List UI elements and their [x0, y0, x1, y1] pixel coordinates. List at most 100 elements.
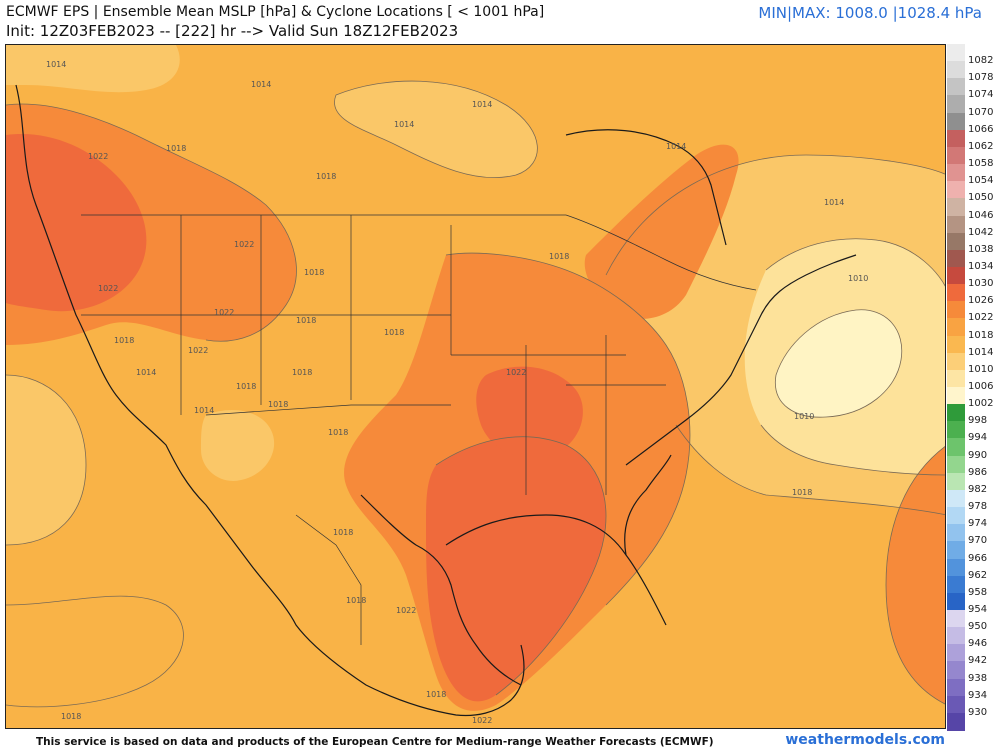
colorbar-label-1070: 1070: [968, 106, 994, 118]
colorbar-label-1078: 1078: [968, 72, 994, 84]
contour-label-1022: 1022: [472, 716, 492, 725]
colorbar-swatch-946: [947, 627, 965, 646]
colorbar-swatch-1002: [947, 387, 965, 405]
colorbar-label-990: 990: [968, 449, 988, 461]
brand-link[interactable]: weathermodels.com: [785, 732, 945, 748]
forecast-map[interactable]: 1014 1014 1014 1014 1014 1014 1014 1014 1022 1022…: [5, 44, 946, 729]
colorbar-label-1034: 1034: [968, 260, 994, 272]
colorbar-label-1010: 1010: [968, 363, 994, 375]
colorbar-swatch-970: [947, 524, 965, 543]
field-1022-atlantic: [886, 446, 945, 704]
contour-label-1018: 1018: [792, 488, 812, 497]
colorbar-label-1054: 1054: [968, 175, 994, 187]
colorbar-label-1058: 1058: [968, 158, 994, 170]
colorbar-swatch-994: [947, 421, 965, 440]
colorbar-label-1062: 1062: [968, 140, 994, 152]
colorbar-swatch-1014: [947, 335, 965, 354]
colorbar-swatch-990: [947, 438, 965, 457]
field-1006-northeast: [775, 309, 902, 418]
contour-label-1018: 1018: [268, 400, 288, 409]
colorbar-label-1030: 1030: [968, 278, 994, 290]
colorbar-label-1018: 1018: [968, 329, 994, 341]
contour-label-1014: 1014: [472, 100, 492, 109]
colorbar-swatch-1018: [947, 318, 965, 337]
colorbar-label-1002: 1002: [968, 398, 994, 410]
contour-label-1022: 1022: [234, 240, 254, 249]
contour-label-1018: 1018: [296, 316, 316, 325]
colorbar-label-958: 958: [968, 586, 988, 598]
colorbar-swatch-1026: [947, 284, 965, 303]
colorbar-label-1042: 1042: [968, 226, 994, 238]
contour-label-1018: 1018: [292, 368, 312, 377]
contour-label-1010: 1010: [794, 412, 814, 421]
colorbar-swatch-1082: [947, 44, 965, 62]
colorbar-label-974: 974: [968, 518, 988, 530]
colorbar-label-1074: 1074: [968, 89, 994, 101]
colorbar-swatch-1034: [947, 249, 965, 268]
contour-label-1018: 1018: [61, 712, 81, 721]
colorbar-label-1038: 1038: [968, 243, 994, 255]
colorbar-label-1026: 1026: [968, 295, 994, 307]
isobar-lines: [6, 80, 945, 708]
colorbar-label-1050: 1050: [968, 192, 994, 204]
colorbar-label-994: 994: [968, 432, 988, 444]
contour-label-1014: 1014: [666, 142, 686, 151]
contour-label-1014: 1014: [46, 60, 66, 69]
mslp-map-svg: 1014 1014 1014 1014 1014 1014 1014 1014 1022 1022…: [6, 45, 945, 728]
min-max-readout: MIN|MAX: 1008.0 |1028.4 hPa: [758, 4, 982, 22]
colorbar-label-986: 986: [968, 466, 988, 478]
colorbar-swatch-1078: [947, 61, 965, 80]
contour-labels: 1014 1014 1014 1014 1014 1014 1014 1014 1022 1022…: [46, 60, 868, 725]
colorbar-swatch-1010: [947, 352, 965, 371]
contour-label-1018: 1018: [333, 528, 353, 537]
colorbar-swatch-986: [947, 455, 965, 474]
border-lines: [81, 214, 757, 645]
colorbar-label-1066: 1066: [968, 123, 994, 135]
colorbar-label-982: 982: [968, 483, 988, 495]
contour-label-1022: 1022: [506, 368, 526, 377]
colorbar-swatch-1070: [947, 95, 965, 114]
contour-label-1018: 1018: [236, 382, 256, 391]
contour-label-1010: 1010: [848, 274, 868, 283]
contour-label-1014: 1014: [824, 198, 844, 207]
colorbar-swatch-1066: [947, 112, 965, 131]
contour-label-1018: 1018: [346, 596, 366, 605]
colorbar-label-950: 950: [968, 621, 988, 633]
colorbar-swatch-1074: [947, 78, 965, 97]
contour-label-1018: 1018: [426, 690, 446, 699]
colorbar-swatch-962: [947, 558, 965, 577]
colorbar-swatch-1038: [947, 232, 965, 251]
colorbar-swatch-926: [947, 712, 965, 731]
chart-title: ECMWF EPS | Ensemble Mean MSLP [hPa] & C…: [6, 4, 545, 20]
coastlines: [15, 84, 857, 717]
colorbar-swatch-978: [947, 489, 965, 508]
colorbar-swatch-1006: [947, 369, 965, 388]
contour-label-1018: 1018: [114, 336, 134, 345]
contour-label-1018: 1018: [316, 172, 336, 181]
field-1014-pacific: [6, 375, 86, 545]
colorbar-label-978: 978: [968, 501, 988, 513]
colorbar-label-962: 962: [968, 569, 988, 581]
colorbar-swatch-998: [947, 404, 965, 423]
colorbar-swatch-1046: [947, 198, 965, 217]
colorbar-label-930: 930: [968, 706, 988, 718]
colorbar-swatch-974: [947, 507, 965, 526]
contour-label-1022: 1022: [188, 346, 208, 355]
contour-label-1018: 1018: [304, 268, 324, 277]
colorbar-swatch-930: [947, 695, 965, 714]
colorbar-label-954: 954: [968, 603, 988, 615]
colorbar-label-1022: 1022: [968, 312, 994, 324]
contour-label-1022: 1022: [396, 606, 416, 615]
contour-label-1014: 1014: [251, 80, 271, 89]
colorbar-swatch-1042: [947, 215, 965, 234]
colorbar-swatch-1030: [947, 266, 965, 285]
colorbar-swatch-950: [947, 609, 965, 628]
colorbar-swatch-1050: [947, 181, 965, 200]
contour-label-1022: 1022: [214, 308, 234, 317]
pressure-colorbar: 1082 1078 1074 1070 1066 1062 1058 1054 1050 1046…: [947, 44, 1000, 731]
colorbar-label-966: 966: [968, 552, 988, 564]
ecmwf-credit: This service is based on data and produc…: [36, 736, 714, 748]
colorbar-swatch-954: [947, 592, 965, 611]
colorbar-label-934: 934: [968, 689, 988, 701]
colorbar-label-1014: 1014: [968, 346, 994, 358]
